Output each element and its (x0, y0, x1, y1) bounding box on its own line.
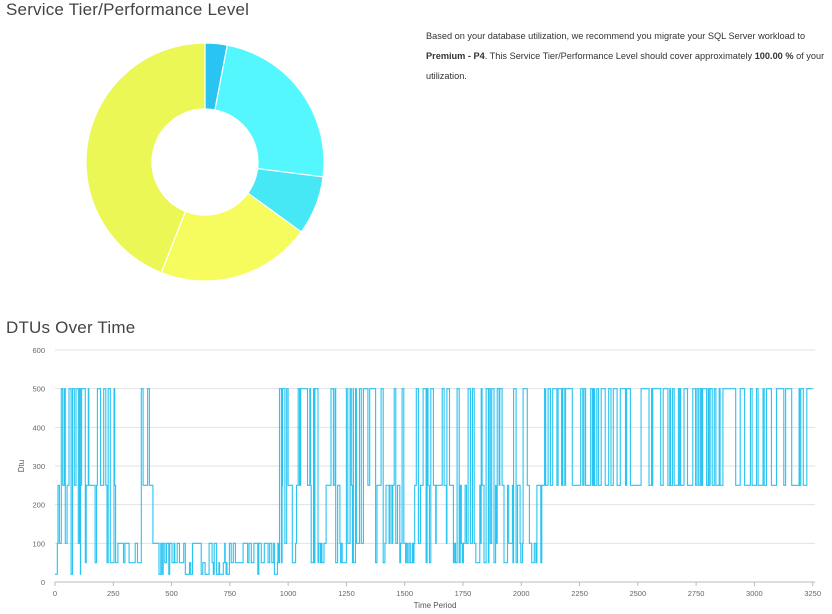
y-tick-label: 600 (32, 346, 45, 355)
dtu-chart-title: DTUs Over Time (6, 318, 136, 337)
y-tick-label: 200 (32, 501, 45, 510)
service-tier-donut-chart (85, 42, 325, 282)
x-tick-label: 3250 (804, 589, 821, 598)
dtu-line-chart: 0 100 200 300 400 500 600 0 250 500 750 1000 1250 150… (17, 346, 821, 610)
recommended-tier: Premium - P4 (426, 51, 485, 61)
x-tick-label: 1750 (455, 589, 472, 598)
x-tick-label: 500 (165, 589, 178, 598)
x-tick-label: 2250 (571, 589, 588, 598)
y-axis-title: Dtu (17, 460, 26, 472)
x-tick-label: 3000 (746, 589, 763, 598)
x-tick-label: 0 (53, 589, 57, 598)
x-tick-label: 250 (107, 589, 120, 598)
x-tick-label: 1250 (338, 589, 355, 598)
y-tick-label: 400 (32, 423, 45, 432)
y-tick-label: 100 (32, 539, 45, 548)
donut-slice-2 (214, 44, 325, 178)
x-tick-label: 2750 (688, 589, 705, 598)
x-tick-label: 1500 (396, 589, 413, 598)
x-tick-label: 750 (224, 589, 237, 598)
recommendation-text: Based on your database utilization, we r… (426, 26, 826, 86)
coverage-percent: 100.00 % (754, 51, 794, 61)
dtu-series-line (55, 388, 813, 575)
recommendation-middle: . This Service Tier/Performance Level sh… (484, 51, 755, 61)
x-axis-title: Time Period (414, 601, 457, 610)
x-tick-label: 2500 (629, 589, 646, 598)
x-tick-label: 2000 (513, 589, 530, 598)
donut-slice-5 (85, 42, 206, 274)
service-tier-title: Service Tier/Performance Level (6, 0, 250, 19)
x-tick-label: 1000 (280, 589, 297, 598)
y-tick-label: 0 (41, 578, 45, 587)
y-tick-label: 300 (32, 462, 45, 471)
donut-slice-4 (160, 192, 303, 282)
recommendation-prefix: Based on your database utilization, we r… (426, 31, 806, 41)
y-tick-label: 500 (32, 385, 45, 394)
recommendation-suffix: of your utilization. (426, 51, 825, 81)
